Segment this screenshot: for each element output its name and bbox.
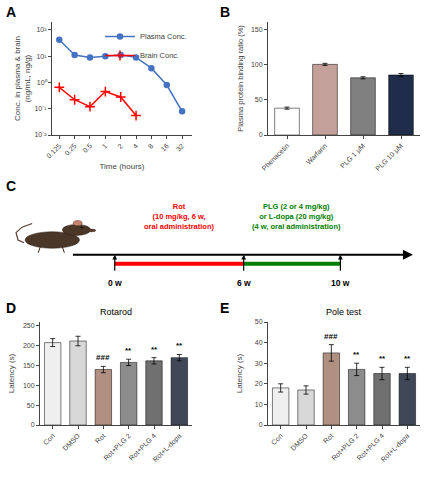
svg-text:Con: Con [270, 432, 284, 446]
svg-text:E: E [220, 300, 229, 316]
svg-text:2: 2 [116, 142, 124, 150]
svg-text:###: ### [324, 332, 338, 341]
svg-text:50: 50 [255, 318, 263, 325]
svg-text:**: ** [176, 341, 183, 350]
svg-text:Rot+PLG 2: Rot+PLG 2 [102, 432, 132, 462]
svg-text:Conc. in plasma & brain(ng/mL,: Conc. in plasma & brain(ng/mL, ng/g) [13, 36, 32, 121]
svg-text:0.5: 0.5 [81, 142, 93, 154]
svg-text:150: 150 [23, 362, 35, 369]
svg-text:Warfarin: Warfarin [305, 142, 329, 166]
svg-text:40: 40 [255, 339, 263, 346]
svg-text:D: D [6, 300, 16, 316]
svg-text:6 w: 6 w [237, 278, 251, 288]
svg-text:30: 30 [255, 360, 263, 367]
svg-text:Rot: Rot [94, 432, 107, 445]
svg-text:DMSO: DMSO [61, 432, 81, 452]
svg-text:Pole test: Pole test [326, 307, 362, 317]
svg-text:0: 0 [259, 131, 263, 138]
svg-text:1: 1 [101, 142, 109, 150]
svg-text:Rot+L-dopa: Rot+L-dopa [380, 432, 412, 464]
svg-text:100: 100 [251, 61, 263, 68]
svg-text:10¹: 10¹ [36, 53, 47, 60]
svg-text:10 w: 10 w [331, 278, 350, 288]
svg-text:50: 50 [255, 96, 263, 103]
svg-text:A: A [6, 4, 16, 20]
svg-text:Rot(10 mg/kg, 6 w,oral adminis: Rot(10 mg/kg, 6 w,oral administration) [144, 202, 215, 231]
svg-text:**: ** [404, 354, 411, 363]
svg-text:PLG 1 μM: PLG 1 μM [339, 142, 367, 170]
svg-text:Rotarod: Rotarod [100, 307, 132, 317]
svg-text:0: 0 [31, 421, 35, 428]
svg-text:PLG 10 μM: PLG 10 μM [374, 142, 405, 173]
svg-text:Plasma protein binding ratio (: Plasma protein binding ratio (%) [236, 25, 245, 132]
svg-text:10⁻¹: 10⁻¹ [34, 105, 47, 112]
svg-text:0.125: 0.125 [45, 142, 62, 159]
svg-text:10: 10 [255, 401, 263, 408]
svg-text:16: 16 [159, 142, 170, 153]
svg-text:150: 150 [251, 26, 263, 33]
svg-text:4: 4 [132, 142, 140, 150]
svg-text:###: ### [96, 353, 110, 362]
svg-text:**: ** [353, 350, 360, 359]
svg-text:20: 20 [255, 380, 263, 387]
svg-text:Plasma Conc.: Plasma Conc. [140, 32, 187, 41]
svg-text:8: 8 [147, 142, 155, 150]
svg-text:Time (hours): Time (hours) [99, 162, 144, 171]
svg-text:Rot+PLG 4: Rot+PLG 4 [128, 432, 158, 462]
svg-text:Brain Conc.: Brain Conc. [140, 51, 179, 60]
svg-text:Rot+L-dopa: Rot+L-dopa [152, 432, 184, 464]
svg-text:B: B [220, 4, 230, 20]
svg-text:Phenacetin: Phenacetin [260, 142, 290, 172]
svg-text:10⁰: 10⁰ [37, 79, 48, 86]
svg-text:0.25: 0.25 [63, 142, 78, 157]
svg-text:Con: Con [42, 432, 56, 446]
svg-text:32: 32 [175, 142, 186, 153]
svg-text:Latency (s): Latency (s) [235, 353, 244, 393]
svg-text:**: ** [125, 346, 132, 355]
svg-text:100: 100 [23, 382, 35, 389]
svg-text:10²: 10² [36, 26, 47, 33]
svg-text:**: ** [151, 345, 158, 354]
svg-text:0: 0 [259, 421, 263, 428]
svg-text:10⁻²: 10⁻² [34, 131, 47, 138]
svg-text:Rot+PLG 2: Rot+PLG 2 [330, 432, 360, 462]
svg-text:0 w: 0 w [108, 278, 122, 288]
svg-text:DMSO: DMSO [289, 432, 309, 452]
svg-text:Rot: Rot [322, 432, 335, 445]
svg-text:Latency (s): Latency (s) [7, 353, 16, 393]
svg-text:Rot+PLG 4: Rot+PLG 4 [356, 432, 386, 462]
svg-text:C: C [6, 178, 16, 194]
svg-text:PLG (2 or 4 mg/kg)or L-dopa (2: PLG (2 or 4 mg/kg)or L-dopa (20 mg/kg)(4… [252, 202, 341, 231]
svg-text:200: 200 [23, 342, 35, 349]
svg-text:250: 250 [23, 322, 35, 329]
svg-text:50: 50 [27, 402, 35, 409]
svg-text:**: ** [379, 354, 386, 363]
